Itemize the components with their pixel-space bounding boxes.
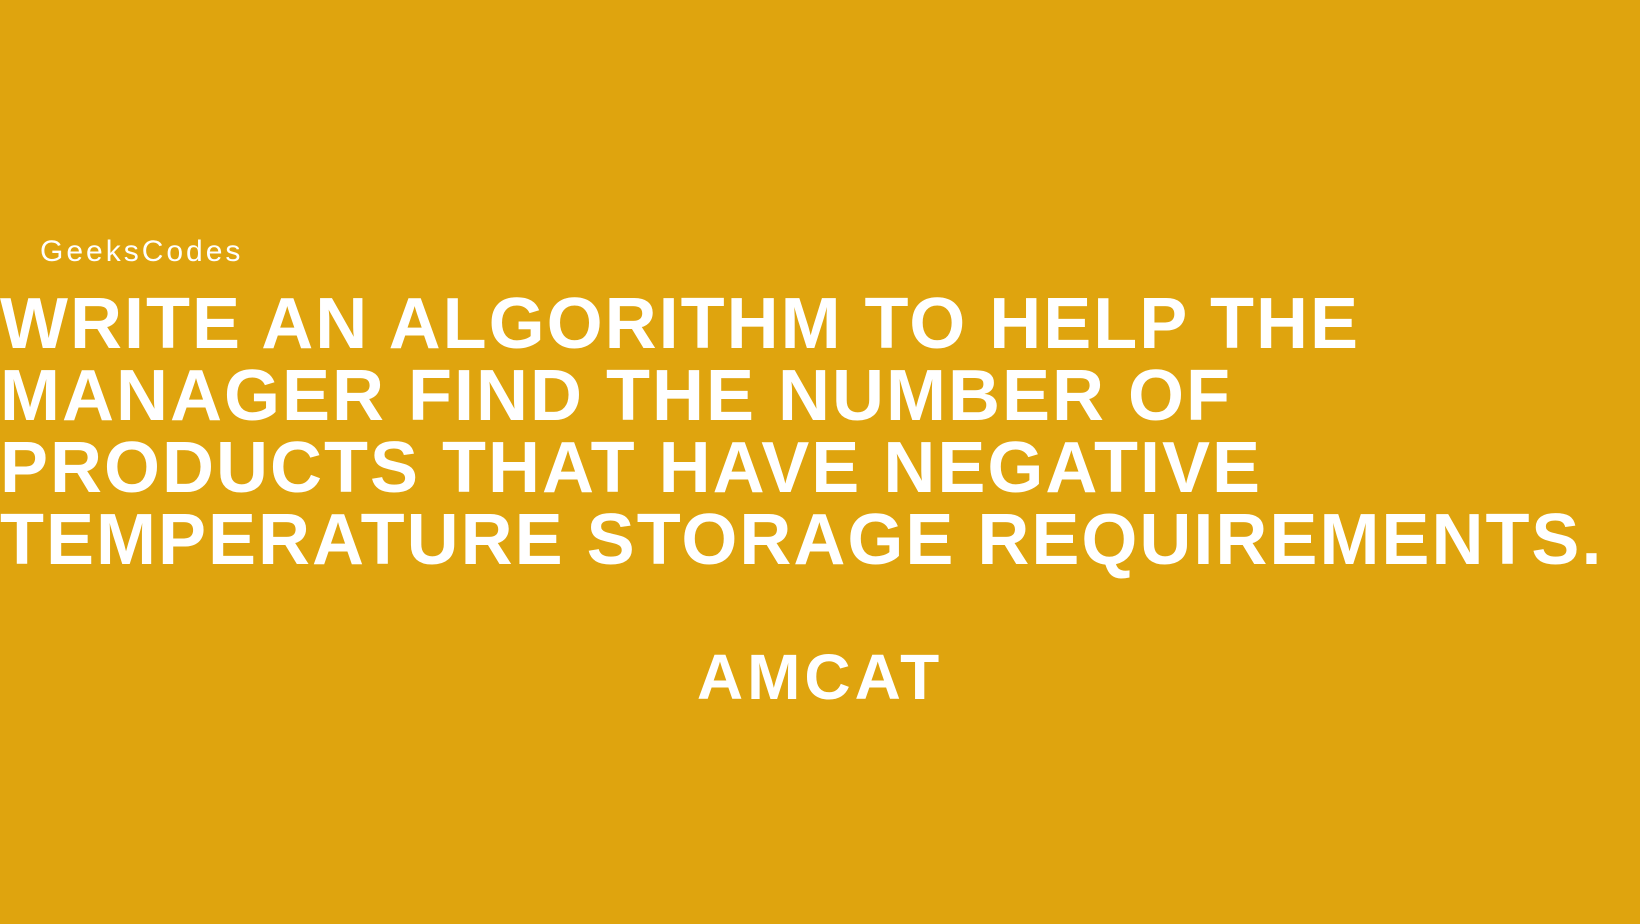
brand-label: GeeksCodes: [40, 235, 243, 269]
headline-text: WRITE AN ALGORITHM TO HELP THE MANAGER F…: [0, 288, 1640, 576]
footer-label: AMCAT: [0, 640, 1640, 714]
